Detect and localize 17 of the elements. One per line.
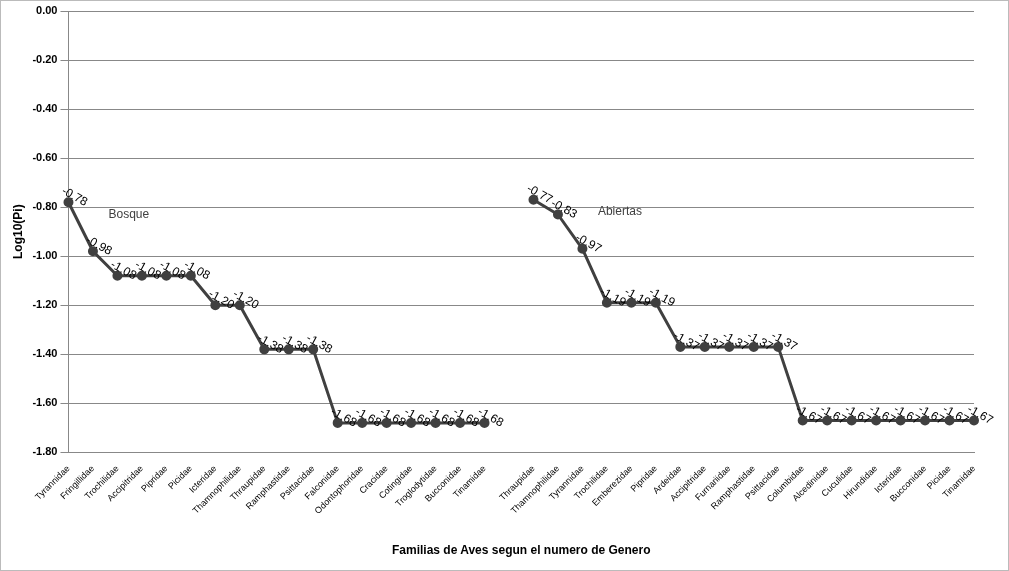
y-tick-label: -0.60 bbox=[32, 151, 58, 164]
y-axis-title: Log10(Pi) bbox=[10, 204, 25, 259]
y-tick-label: -1.20 bbox=[32, 298, 58, 311]
y-tick-label: -0.80 bbox=[32, 200, 58, 213]
y-tick-label: -1.40 bbox=[32, 347, 58, 360]
data-label: -0.97 bbox=[573, 230, 605, 256]
data-label: -0.78 bbox=[59, 183, 91, 210]
y-tick-label: -0.20 bbox=[32, 53, 58, 66]
text: Abiertas bbox=[597, 204, 642, 219]
y-tick-label: 0.00 bbox=[36, 4, 58, 17]
text: Bosque bbox=[108, 206, 150, 221]
y-tick-label: -1.60 bbox=[32, 396, 58, 409]
y-tick-label: -1.00 bbox=[32, 249, 58, 262]
y-tick-label: -1.80 bbox=[32, 445, 58, 458]
y-tick-label: -0.40 bbox=[32, 102, 58, 115]
x-axis-title: Familias de Aves segun el numero de Genero bbox=[391, 543, 651, 558]
data-label: -0.98 bbox=[83, 232, 115, 259]
